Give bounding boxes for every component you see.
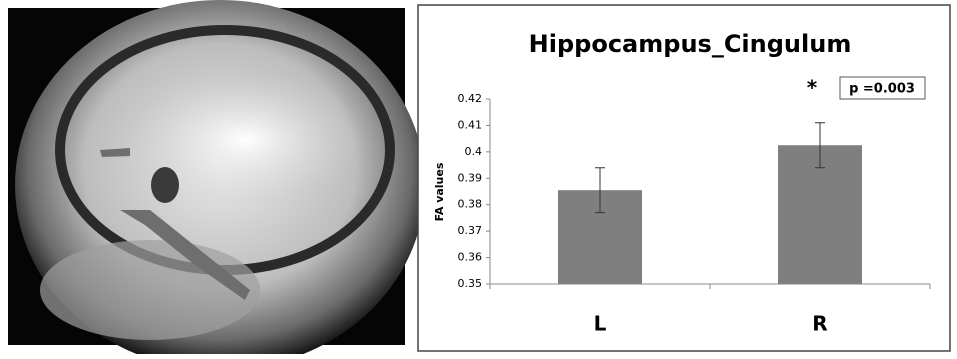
y-axis-label: FA values [433,162,446,221]
figure: Hippocampus_Cingulum FA values * p =0.00… [0,0,957,354]
mri-image [8,0,425,354]
x-tick-label: L [594,312,607,336]
y-tick-label: 0.4 [465,145,483,158]
p-value: p =0.003 [849,82,915,97]
significance-marker: * [807,76,818,100]
y-tick-label: 0.39 [458,171,483,184]
y-tick-label: 0.37 [458,224,483,237]
ventricle [151,167,179,203]
y-tick-label: 0.38 [458,198,483,211]
y-tick-label: 0.42 [458,92,483,105]
x-tick-label: R [812,312,827,336]
chart-title: Hippocampus_Cingulum [529,30,852,58]
y-tick-label: 0.36 [458,251,483,264]
cerebellum [40,240,260,340]
y-tick-label: 0.35 [458,277,483,290]
page: {"chart_data": {"type": "bar", "title": … [0,0,957,354]
y-tick-label: 0.41 [458,118,483,131]
